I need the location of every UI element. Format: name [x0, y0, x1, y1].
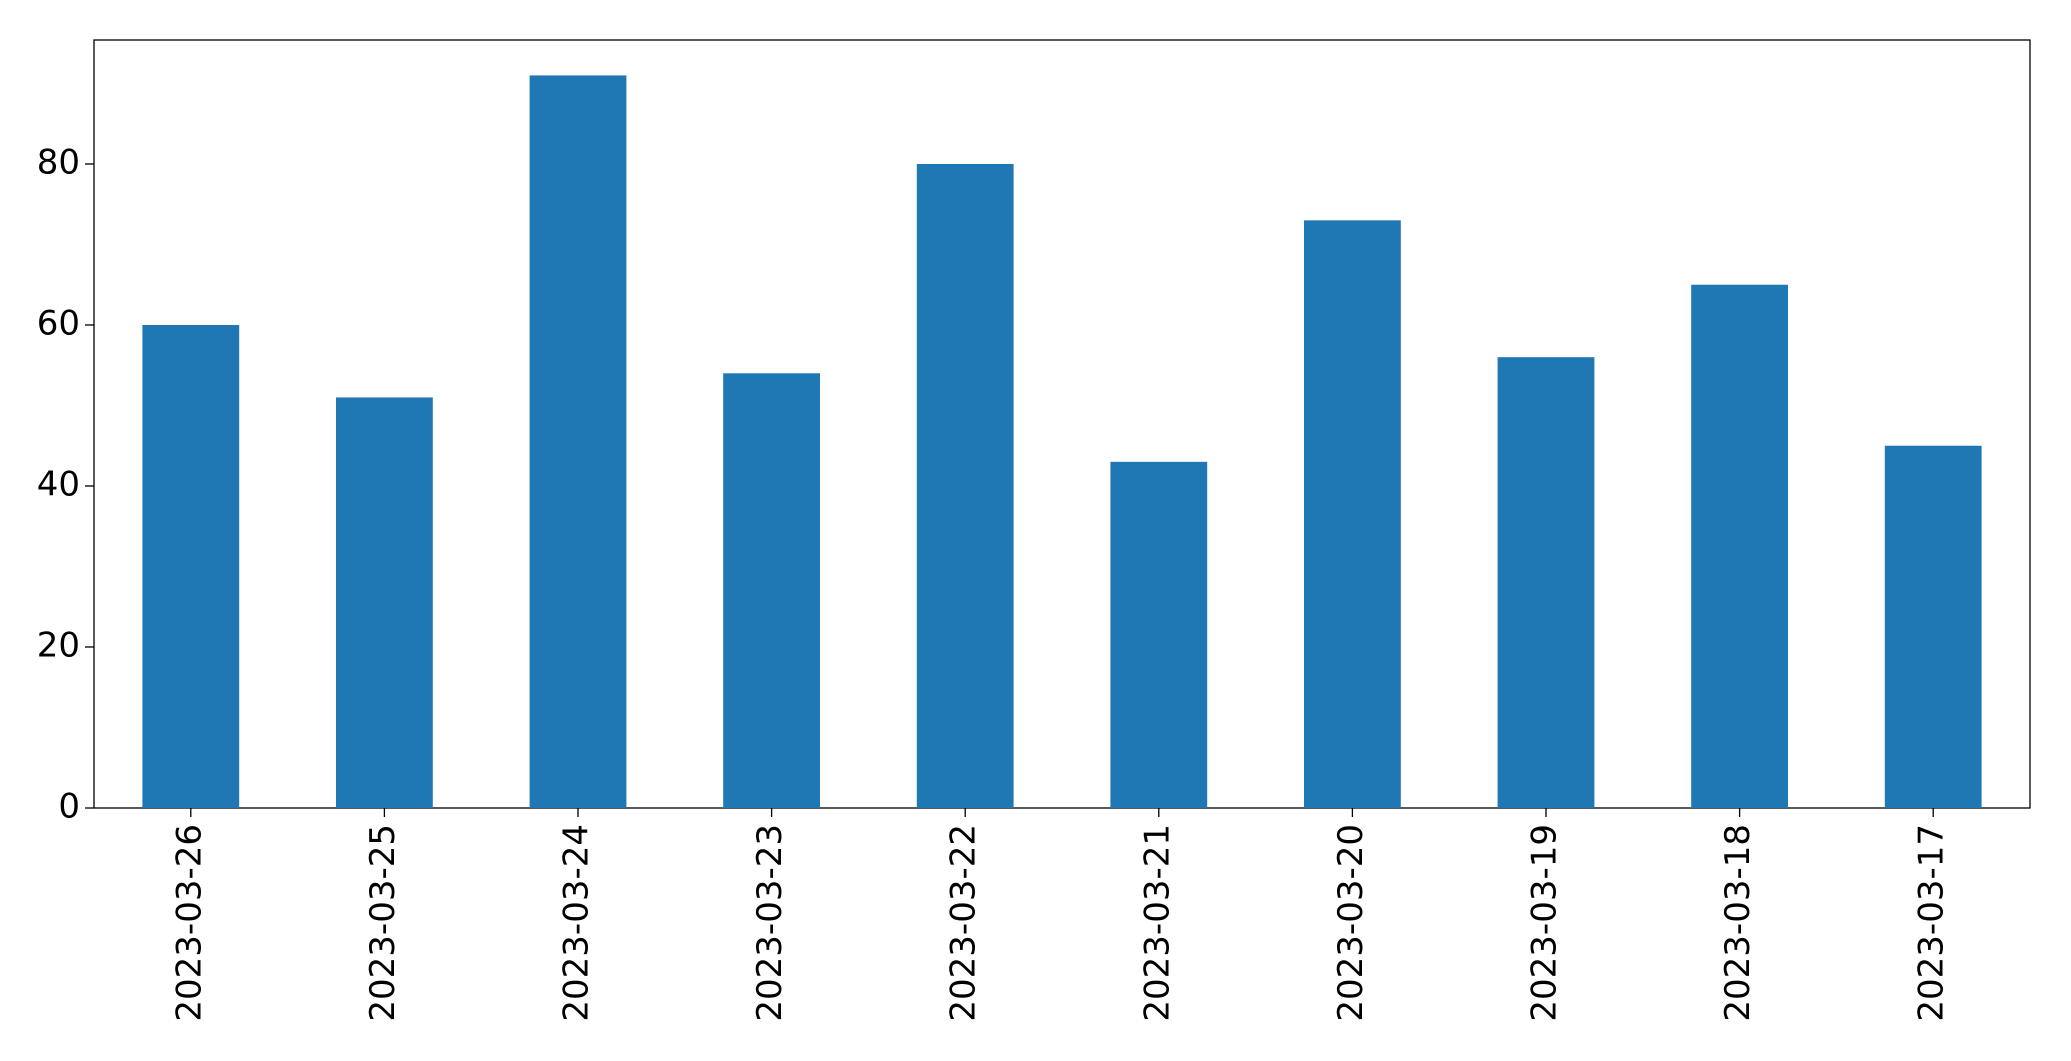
x-tick-label: 2023-03-23 [750, 824, 790, 1022]
x-tick-label: 2023-03-21 [1137, 824, 1177, 1022]
bar [723, 373, 820, 808]
x-tick-label: 2023-03-24 [557, 824, 597, 1022]
y-tick-label: 60 [37, 303, 80, 343]
x-tick-label: 2023-03-26 [169, 824, 209, 1022]
bar [1884, 445, 1982, 808]
x-tick-label: 2023-03-25 [363, 824, 403, 1022]
x-tick-label: 2023-03-22 [944, 824, 984, 1022]
bar [336, 397, 433, 808]
bar [916, 163, 1014, 808]
y-tick-label: 80 [37, 142, 80, 182]
plot-frame [93, 39, 2031, 809]
bar [1691, 284, 1788, 808]
y-tick-label: 20 [37, 625, 80, 665]
y-tick-label: 0 [58, 787, 80, 827]
bar [142, 324, 240, 808]
x-tick-label: 2023-03-20 [1331, 824, 1371, 1022]
x-tick-label: 2023-03-18 [1718, 824, 1758, 1022]
y-tick-label: 40 [37, 464, 80, 504]
bar [1110, 461, 1208, 808]
bar [1497, 357, 1595, 808]
bar [529, 75, 627, 808]
x-tick-label: 2023-03-19 [1525, 824, 1565, 1022]
x-tick-label: 2023-03-17 [1912, 824, 1952, 1022]
bar [1304, 220, 1401, 809]
